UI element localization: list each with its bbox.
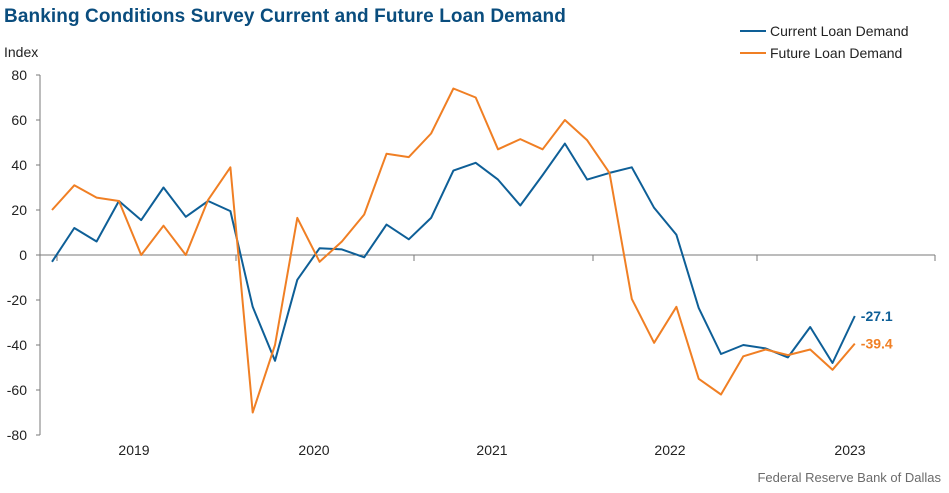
end-label-current: -27.1 (861, 308, 893, 324)
y-tick-label: -20 (7, 292, 27, 308)
y-tick-label: 80 (11, 67, 27, 83)
y-tick-label: 40 (11, 157, 27, 173)
legend-item-future: Future Loan Demand (740, 42, 909, 64)
legend: Current Loan Demand Future Loan Demand (740, 20, 909, 64)
y-axis-label: Index (4, 44, 39, 60)
end-labels: -27.1 -39.4 (861, 308, 893, 352)
x-tick-label: 2023 (834, 442, 865, 458)
x-tick-label: 2020 (298, 442, 329, 458)
source-note: Federal Reserve Bank of Dallas (757, 470, 941, 485)
y-tick-label: 60 (11, 112, 27, 128)
legend-item-current: Current Loan Demand (740, 20, 909, 42)
series-line-future (51, 87, 856, 414)
chart-title: Banking Conditions Survey Current and Fu… (4, 6, 566, 27)
x-tick-labels: 2019 2020 2021 2022 2023 (118, 442, 865, 458)
x-tick-label: 2021 (476, 442, 507, 458)
series-line-current (51, 142, 856, 364)
x-tick-label: 2022 (654, 442, 685, 458)
y-tick-label: -40 (7, 337, 27, 353)
y-tick-label: -60 (7, 382, 27, 398)
legend-label-current: Current Loan Demand (770, 23, 909, 39)
y-tick-label: -80 (7, 427, 27, 443)
series-lines (51, 87, 856, 414)
y-tick-labels: 80 60 40 20 0 -20 -40 -60 -80 (7, 67, 27, 443)
x-tick-label: 2019 (118, 442, 149, 458)
axes (36, 74, 936, 436)
legend-label-future: Future Loan Demand (770, 45, 903, 61)
y-tick-label: 20 (11, 202, 27, 218)
legend-swatch-future (740, 52, 766, 54)
y-tick-label: 0 (19, 247, 27, 263)
end-label-future: -39.4 (861, 336, 893, 352)
legend-swatch-current (740, 30, 766, 32)
